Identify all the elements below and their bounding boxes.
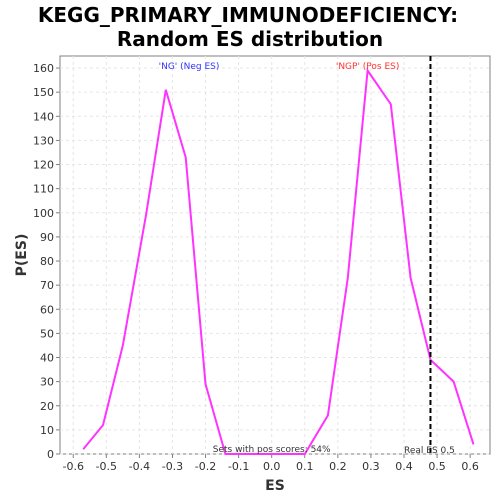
x-tick-label: -0.1 — [228, 460, 249, 473]
y-tick-label: 150 — [33, 86, 54, 99]
y-tick-label: 50 — [40, 327, 54, 340]
x-tick-label: -0.6 — [62, 460, 83, 473]
real-es-annotation: Real ES 0.5 — [404, 446, 455, 456]
y-tick-label: 0 — [47, 448, 54, 461]
x-tick-label: 0.5 — [428, 460, 446, 473]
neg-es-label: 'NG' (Neg ES) — [159, 62, 220, 72]
x-tick-label: 0.4 — [395, 460, 413, 473]
pos-scores-annotation: Sets with pos scores: 54% — [213, 445, 331, 455]
y-tick-label: 70 — [40, 279, 54, 292]
pos-es-label: 'NGP' (Pos ES) — [336, 62, 400, 72]
x-tick-label: 0.2 — [329, 460, 347, 473]
x-tick-label: -0.2 — [195, 460, 216, 473]
chart-subtitle: Random ES distribution — [117, 27, 383, 51]
y-tick-label: 80 — [40, 255, 54, 268]
x-tick-label: 0.0 — [263, 460, 281, 473]
y-tick-label: 120 — [33, 159, 54, 172]
y-tick-label: 100 — [33, 207, 54, 220]
es-distribution-line — [82, 67, 475, 455]
x-tick-label: -0.5 — [96, 460, 117, 473]
y-tick-label: 140 — [33, 110, 54, 123]
chart-title: KEGG_PRIMARY_IMMUNODEFICIENCY: — [38, 3, 458, 27]
y-tick-label: 130 — [33, 134, 54, 147]
grid — [60, 56, 490, 455]
y-tick-label: 60 — [40, 303, 54, 316]
y-tick-label: 30 — [40, 376, 54, 389]
y-tick-label: 160 — [33, 62, 54, 75]
x-tick-label: -0.3 — [162, 460, 183, 473]
x-tick-label: 0.3 — [362, 460, 380, 473]
plot-area — [59, 55, 491, 455]
y-tick-label: 90 — [40, 231, 54, 244]
y-axis: 0 10 20 30 40 50 60 70 80 90 100 110 120 130 140 150 160 — [33, 62, 60, 461]
y-tick-label: 110 — [33, 183, 54, 196]
x-tick-label: 0.1 — [296, 460, 314, 473]
y-tick-label: 40 — [40, 352, 54, 365]
y-axis-title: P(ES) — [14, 234, 30, 277]
x-tick-label: 0.6 — [461, 460, 479, 473]
y-tick-label: 20 — [40, 400, 54, 413]
x-tick-label: -0.4 — [129, 460, 150, 473]
x-axis-title: ES — [265, 478, 285, 494]
x-axis: -0.6 -0.5 -0.4 -0.3 -0.2 -0.1 0.0 0.1 0.2 0.3 0.4 0… — [62, 454, 479, 473]
y-tick-label: 10 — [40, 424, 54, 437]
